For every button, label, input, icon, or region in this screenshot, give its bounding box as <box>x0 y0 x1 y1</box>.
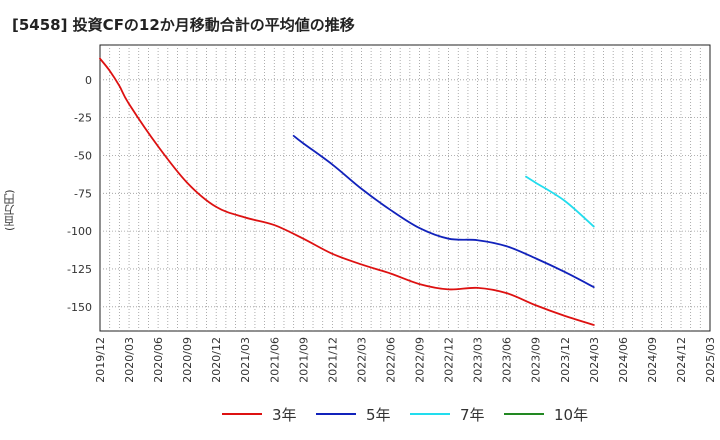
x-tick-label: 2021/12 <box>326 337 339 383</box>
x-tick-label: 2020/12 <box>210 337 223 383</box>
legend-item-5y: 5年 <box>316 404 391 424</box>
x-tick-label: 2019/12 <box>94 337 107 383</box>
chart-title: [5458] 投資CFの12か月移動合計の平均値の推移 <box>12 16 355 34</box>
series-line-1 <box>292 134 595 289</box>
x-tick-label: 2022/06 <box>384 337 397 383</box>
legend-item-10y: 10年 <box>504 404 588 424</box>
x-tick-label: 2020/06 <box>152 337 165 383</box>
legend-item-7y: 7年 <box>410 404 485 424</box>
y-tick-label: -50 <box>74 149 92 162</box>
legend: 3年 5年 7年 10年 <box>0 398 720 428</box>
x-tick-label: 2024/09 <box>646 337 659 383</box>
legend-label-5y: 5年 <box>366 405 391 424</box>
x-tick-label: 2020/09 <box>181 337 194 383</box>
legend-label-3y: 3年 <box>272 405 297 424</box>
x-tick-label: 2024/12 <box>675 337 688 383</box>
plot-area <box>99 44 711 332</box>
x-tick-label: 2020/03 <box>123 337 136 383</box>
x-tick-label: 2021/06 <box>268 337 281 383</box>
x-tick-label: 2022/09 <box>414 337 427 383</box>
x-tick-label: 2022/12 <box>443 337 456 383</box>
x-tick-label: 2023/12 <box>559 337 572 383</box>
x-tick-label: 2023/06 <box>501 337 514 383</box>
x-tick-label: 2023/09 <box>530 337 543 383</box>
y-tick-label: -125 <box>67 263 92 276</box>
legend-label-7y: 7年 <box>460 405 485 424</box>
x-tick-label: 2024/03 <box>588 337 601 383</box>
y-tick-label: -75 <box>74 187 92 200</box>
legend-item-3y: 3年 <box>222 404 297 424</box>
y-tick-label: -150 <box>67 301 92 314</box>
y-tick-label: 0 <box>85 74 92 87</box>
legend-swatch-3y <box>222 413 262 415</box>
series-line-2 <box>525 175 595 228</box>
x-tick-label: 2022/03 <box>355 337 368 383</box>
x-tick-label: 2021/03 <box>239 337 252 383</box>
x-tick-label: 2025/03 <box>704 337 717 383</box>
y-tick-label: -100 <box>67 225 92 238</box>
legend-swatch-7y <box>410 413 450 415</box>
x-tick-label: 2021/09 <box>297 337 310 383</box>
series-line-0 <box>99 57 595 326</box>
x-tick-label: 2024/06 <box>617 337 630 383</box>
legend-label-10y: 10年 <box>554 405 589 424</box>
legend-swatch-10y <box>504 413 544 415</box>
x-tick-label: 2023/03 <box>472 337 485 383</box>
legend-swatch-5y <box>316 413 356 415</box>
y-tick-label: -25 <box>74 112 92 125</box>
